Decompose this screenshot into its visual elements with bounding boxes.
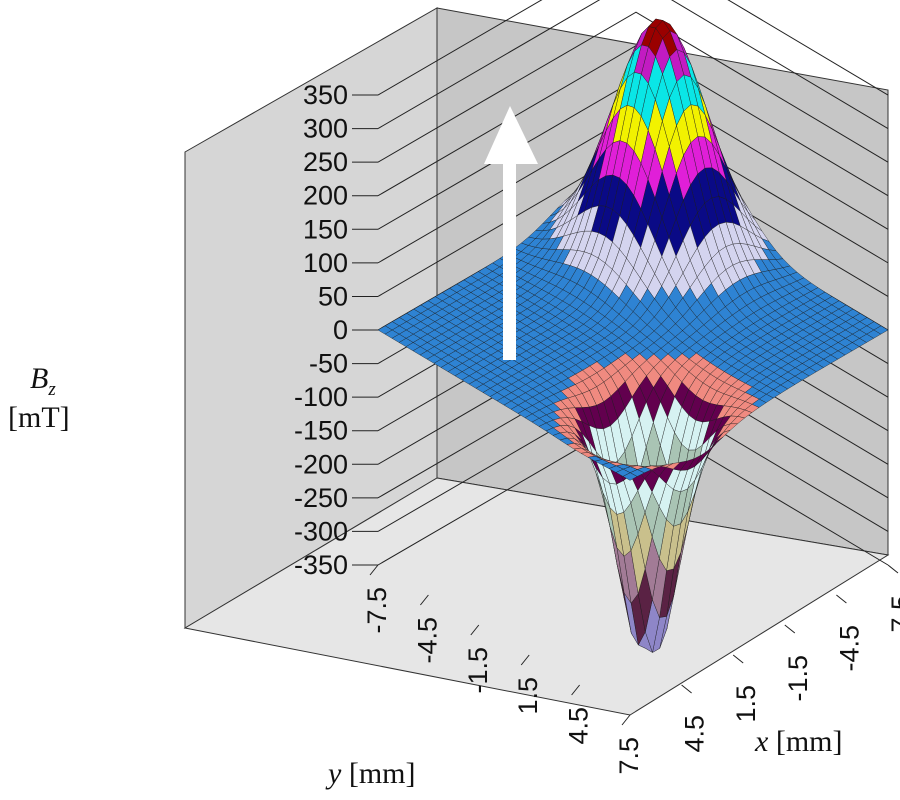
y-tick-mark xyxy=(369,564,379,576)
x-tick-mark xyxy=(784,624,796,634)
x-tick-mark xyxy=(836,594,847,604)
x-tick-label: 1.5 xyxy=(731,685,761,723)
z-tick-label: 100 xyxy=(303,248,348,278)
z-tick-label: 350 xyxy=(303,80,348,110)
z-tick-label: -300 xyxy=(294,516,348,546)
z-tick-label: 0 xyxy=(333,315,348,345)
z-axis-unit: [mT] xyxy=(8,401,70,434)
wall-gridline xyxy=(377,0,889,96)
y-tick-mark xyxy=(621,714,631,726)
x-tick-label: -1.5 xyxy=(783,655,813,702)
y-tick-label: -7.5 xyxy=(362,587,392,634)
z-tick-label: -200 xyxy=(294,449,348,479)
z-tick-label: -100 xyxy=(294,382,348,412)
z-tick-label: 300 xyxy=(303,114,348,144)
wall-gridline xyxy=(377,0,889,130)
y-tick-label: 1.5 xyxy=(513,677,543,715)
y-tick-mark xyxy=(420,594,429,606)
wall-gridline xyxy=(377,11,889,163)
y-tick-label: 4.5 xyxy=(564,707,594,745)
x-tick-label: 4.5 xyxy=(680,715,710,753)
y-tick-mark xyxy=(470,624,480,636)
magnetization-arrow-icon xyxy=(484,106,538,360)
x-axis-title: x [mm] xyxy=(754,725,842,758)
z-tick-label: 50 xyxy=(318,281,348,311)
x-tick-mark xyxy=(732,654,744,664)
z-tick-label: -50 xyxy=(309,349,348,379)
floor-plane xyxy=(183,477,890,716)
x-tick-label: -4.5 xyxy=(834,625,864,672)
z-tick-label: 150 xyxy=(303,214,348,244)
z-tick-label: 200 xyxy=(303,181,348,211)
y-tick-label: 7.5 xyxy=(614,737,644,775)
y-tick-label: -4.5 xyxy=(412,617,442,664)
y-tick-label: -1.5 xyxy=(463,647,493,694)
y-tick-mark xyxy=(571,684,580,696)
x-tick-mark xyxy=(887,564,899,574)
surface-patch xyxy=(622,472,638,481)
z-tick-label: -250 xyxy=(294,483,348,513)
z-tick-label: 250 xyxy=(303,147,348,177)
x-tick-mark xyxy=(681,684,692,694)
y-tick-mark xyxy=(520,654,530,666)
z-tick-label: -350 xyxy=(294,550,348,580)
y-axis-title: y [mm] xyxy=(325,757,415,790)
bz-surface xyxy=(377,18,889,654)
z-axis-title: Bz xyxy=(30,362,56,400)
z-tick-label: -150 xyxy=(294,416,348,446)
x-tick-label: -7.5 xyxy=(886,595,900,642)
